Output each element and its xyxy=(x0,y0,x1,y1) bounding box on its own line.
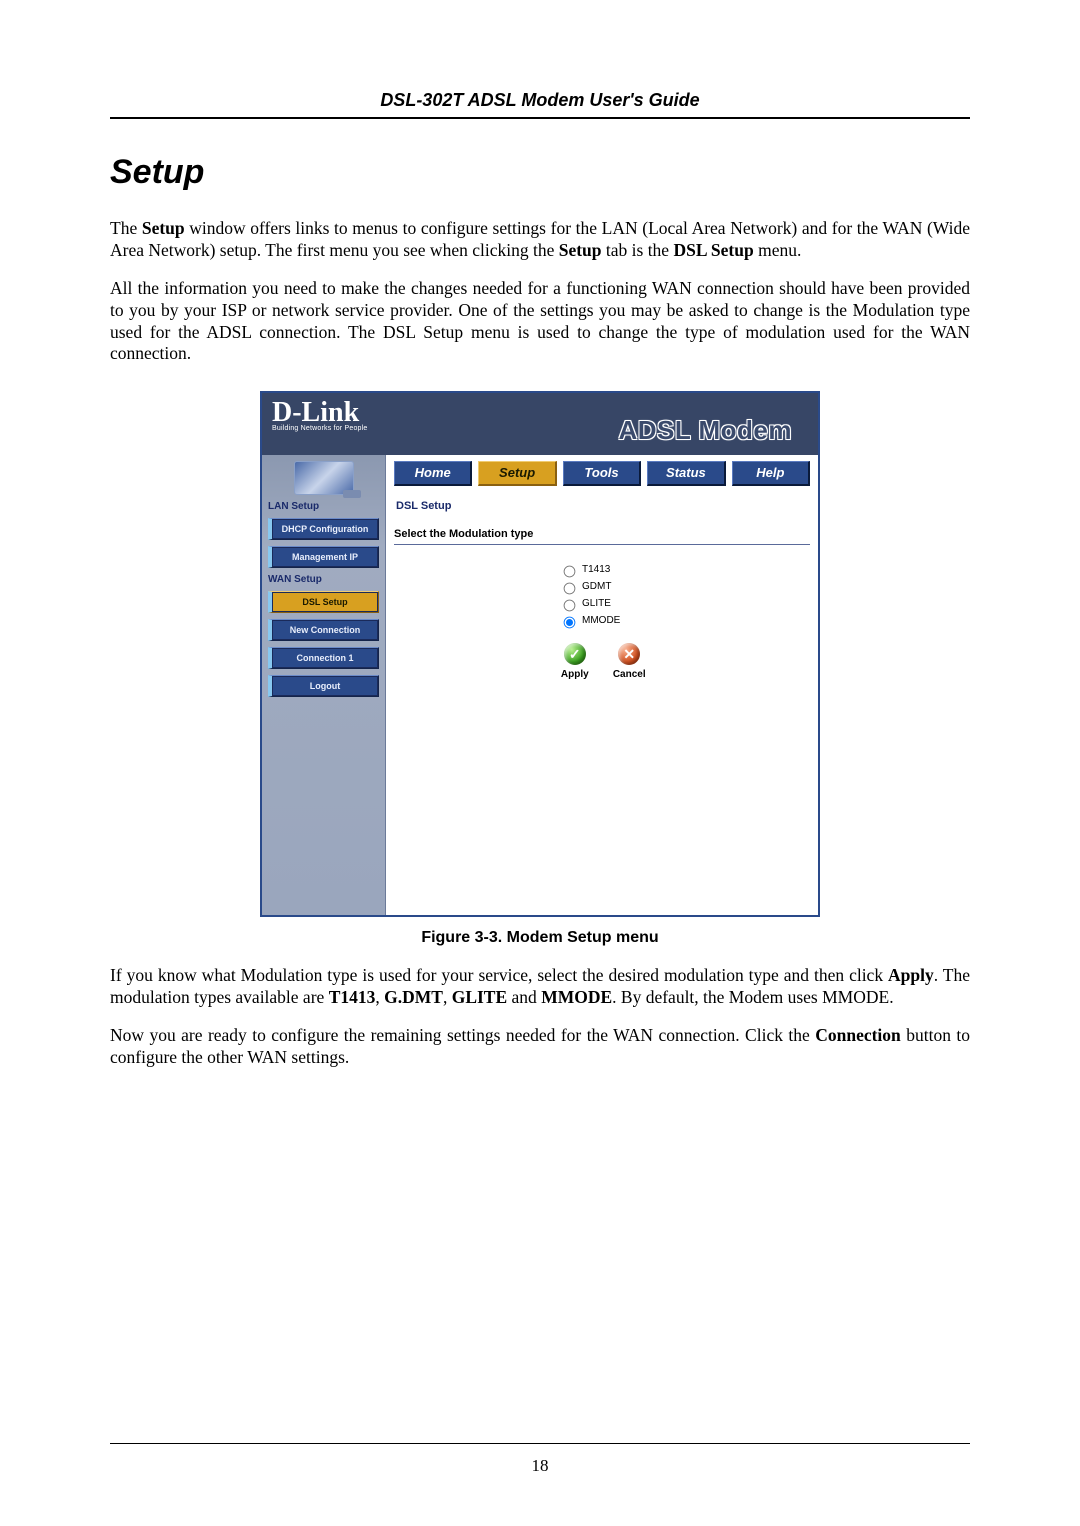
figure-caption: Figure 3-3. Modem Setup menu xyxy=(110,929,970,947)
text-bold: GLITE xyxy=(452,987,507,1007)
close-icon: ✕ xyxy=(618,643,640,665)
radio-mmode[interactable]: MMODE xyxy=(558,612,810,629)
tab-help[interactable]: Help xyxy=(732,461,810,486)
check-icon: ✓ xyxy=(564,643,586,665)
radio-label: T1413 xyxy=(582,564,610,575)
text-bold: MMODE xyxy=(541,987,612,1007)
main-panel: Home Setup Tools Status Help DSL Setup S… xyxy=(386,455,818,915)
panel-actions: ✓ Apply ✕ Cancel xyxy=(394,643,810,680)
radio-input-t1413[interactable] xyxy=(564,565,576,577)
tab-home[interactable]: Home xyxy=(394,461,472,486)
sidebar-item-logout[interactable]: Logout xyxy=(268,675,379,697)
text-bold: G.DMT xyxy=(384,987,443,1007)
modulation-options: T1413 GDMT GLITE MMODE xyxy=(558,561,810,629)
text: window offers links to menus to configur… xyxy=(110,218,970,260)
text: Now you are ready to configure the remai… xyxy=(110,1025,815,1045)
sidebar: LAN Setup DHCP Configuration Management … xyxy=(262,455,386,915)
radio-t1413[interactable]: T1413 xyxy=(558,561,810,578)
paragraph-3: If you know what Modulation type is used… xyxy=(110,965,970,1009)
panel-title: DSL Setup xyxy=(396,500,810,512)
cancel-label: Cancel xyxy=(613,669,646,680)
tab-bar: Home Setup Tools Status Help xyxy=(394,461,810,486)
header-rule xyxy=(110,117,970,119)
text-bold: Setup xyxy=(142,218,185,238)
tab-tools[interactable]: Tools xyxy=(563,461,641,486)
tab-setup[interactable]: Setup xyxy=(478,461,556,486)
text-bold: T1413 xyxy=(329,987,376,1007)
sidebar-item-dhcp[interactable]: DHCP Configuration xyxy=(268,518,379,540)
footer-rule xyxy=(110,1443,970,1444)
radio-label: GDMT xyxy=(582,581,611,592)
cancel-button[interactable]: ✕ Cancel xyxy=(604,643,654,680)
radio-gdmt[interactable]: GDMT xyxy=(558,578,810,595)
tab-status[interactable]: Status xyxy=(647,461,725,486)
text: , xyxy=(443,987,452,1007)
doc-header-title: DSL-302T ADSL Modem User's Guide xyxy=(110,90,970,111)
radio-label: MMODE xyxy=(582,615,620,626)
banner-title: ADSL Modem xyxy=(618,415,792,446)
text: and xyxy=(507,987,541,1007)
sidebar-item-connection-1[interactable]: Connection 1 xyxy=(268,647,379,669)
sidebar-item-management-ip[interactable]: Management IP xyxy=(268,546,379,568)
apply-button[interactable]: ✓ Apply xyxy=(550,643,600,680)
panel-divider xyxy=(394,544,810,545)
ui-header: D-Link Building Networks for People ADSL… xyxy=(262,393,818,455)
text: , xyxy=(375,987,384,1007)
panel-subtitle: Select the Modulation type xyxy=(394,528,810,540)
text: tab is the xyxy=(602,240,674,260)
radio-glite[interactable]: GLITE xyxy=(558,595,810,612)
paragraph-4: Now you are ready to configure the remai… xyxy=(110,1025,970,1069)
sidebar-group-lan: LAN Setup xyxy=(268,501,385,512)
logo-brand: D-Link xyxy=(272,397,359,428)
sidebar-group-wan: WAN Setup xyxy=(268,574,385,585)
text: menu. xyxy=(754,240,802,260)
radio-input-glite[interactable] xyxy=(564,599,576,611)
radio-label: GLITE xyxy=(582,598,611,609)
text: . By default, the Modem uses MMODE. xyxy=(612,987,893,1007)
figure-screenshot: D-Link Building Networks for People ADSL… xyxy=(110,391,970,917)
radio-input-gdmt[interactable] xyxy=(564,582,576,594)
page-number: 18 xyxy=(0,1456,1080,1476)
dlink-logo: D-Link Building Networks for People xyxy=(272,399,367,432)
modem-ui-screenshot: D-Link Building Networks for People ADSL… xyxy=(260,391,820,917)
section-heading: Setup xyxy=(110,153,970,192)
radio-input-mmode[interactable] xyxy=(564,616,576,628)
sidebar-item-new-connection[interactable]: New Connection xyxy=(268,619,379,641)
text-bold: Connection xyxy=(815,1025,901,1045)
text-bold: Apply xyxy=(888,965,934,985)
apply-label: Apply xyxy=(561,669,589,680)
sidebar-item-dsl-setup[interactable]: DSL Setup xyxy=(268,591,379,613)
logo-tagline: Building Networks for People xyxy=(272,425,367,432)
device-icon xyxy=(294,461,354,495)
text: The xyxy=(110,218,142,238)
paragraph-2: All the information you need to make the… xyxy=(110,278,970,366)
paragraph-1: The Setup window offers links to menus t… xyxy=(110,218,970,262)
text: If you know what Modulation type is used… xyxy=(110,965,888,985)
text-bold: Setup xyxy=(559,240,602,260)
text-bold: DSL Setup xyxy=(673,240,753,260)
